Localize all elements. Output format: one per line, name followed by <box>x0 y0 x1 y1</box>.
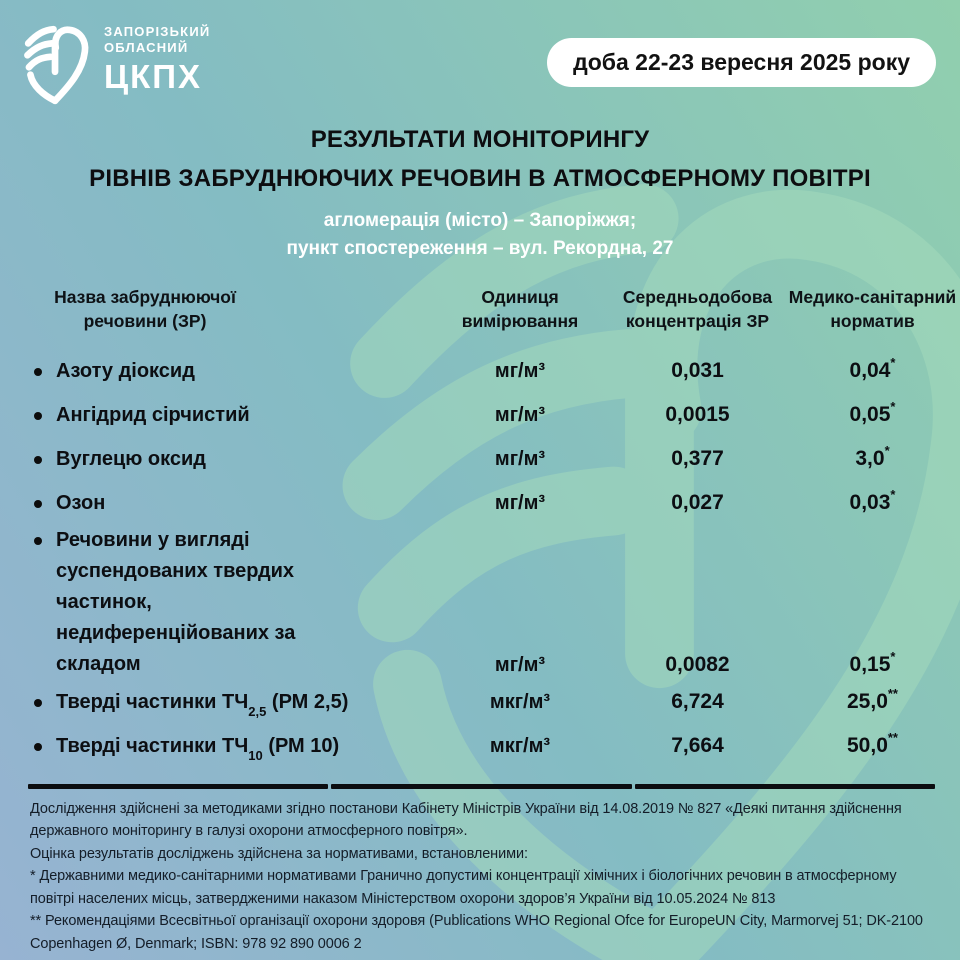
pollutant-name-cell: Тверді частинки ТЧ2,5 (РМ 2,5) <box>0 687 430 718</box>
table-row: Ангідрид сірчистий мг/м³ 0,0015 0,05* <box>0 393 960 437</box>
page-title: РЕЗУЛЬТАТИ МОНІТОРИНГУ РІВНІВ ЗАБРУДНЮЮЧ… <box>0 120 960 198</box>
norm-cell: 0,15* <box>849 649 896 676</box>
pollutant-name-line: Озон <box>56 491 106 514</box>
unit-cell: мг/м³ <box>494 447 546 470</box>
pollutant-name-cell: Ангідрид сірчистий <box>0 400 430 431</box>
subtitle-agglomeration: агломерація (місто) – Запоріжжя; <box>323 210 637 231</box>
norm-cell: 0,03* <box>849 487 896 514</box>
norm-cell: 0,05* <box>849 399 896 426</box>
table-row: Речовини у вигляді суспендованих твердих ч… <box>0 525 960 680</box>
org-name: ЗАПОРІЗЬКИЙ ОБЛАСНИЙ ЦКПХ <box>104 24 210 96</box>
column-header: Одиниця вимірювання <box>461 287 579 331</box>
pollutant-name-cell: Вуглецю оксид <box>0 444 430 475</box>
concentration-cell: 0,031 <box>671 359 724 382</box>
pollutant-name-cell: Азоту діоксид <box>0 356 430 387</box>
concentration-cell: 6,724 <box>671 690 724 713</box>
pollutant-name-line: Азоту діоксид <box>56 359 195 382</box>
concentration-cell: 7,664 <box>671 734 724 757</box>
pollutant-name-line: Тверді частинки ТЧ2,5 (РМ 2,5) <box>56 690 349 719</box>
unit-cell: мкг/м³ <box>489 734 551 757</box>
date-badge: доба 22-23 вересня 2025 року <box>547 38 936 87</box>
table-row: Тверді частинки ТЧ10 (РМ 10) мкг/м³ 7,664 5… <box>0 724 960 768</box>
bullet-icon <box>34 411 42 420</box>
divider-line <box>28 784 935 789</box>
subtitle-observation-point: пункт спостереження – вул. Рекордна, 27 <box>286 238 674 259</box>
column-header: Середньодобова концентрація ЗР <box>622 287 773 331</box>
unit-cell: мг/м³ <box>494 403 546 426</box>
divider-segment <box>28 784 329 789</box>
org-abbreviation: ЦКПХ <box>104 58 202 95</box>
pollutant-name-line: недиференційованих за <box>56 622 296 644</box>
top-bar: ЗАПОРІЗЬКИЙ ОБЛАСНИЙ ЦКПХ доба 22-23 вер… <box>0 0 960 106</box>
pollutant-name-line: Ангідрид сірчистий <box>56 403 250 426</box>
shield-heart-logo-icon <box>24 25 89 105</box>
bullet-icon <box>34 367 42 376</box>
column-header: Медико-санітарний норматив <box>788 287 957 331</box>
unit-cell: мкг/м³ <box>489 690 551 713</box>
bullet-icon <box>34 742 42 751</box>
norm-cell: 0,04* <box>849 355 896 382</box>
footnote: * Державними медико-санітарними норматив… <box>30 868 897 907</box>
footnote: Дослідження здійснені за методиками згід… <box>30 800 902 840</box>
bullet-icon <box>34 499 42 508</box>
pollutant-name-line: складом <box>56 653 141 675</box>
norm-cell: 25,0** <box>847 686 898 713</box>
pollutant-name-line: Речовини у вигляді <box>56 529 250 551</box>
unit-cell: мг/м³ <box>494 654 546 676</box>
concentration-cell: 0,377 <box>671 447 724 470</box>
table-row: Вуглецю оксид мг/м³ 0,377 3,0* <box>0 437 960 481</box>
table-header-row: Назва забруднюючої речовини (ЗР) Одиниця … <box>0 285 960 333</box>
pollutant-name-line: Тверді частинки ТЧ10 (РМ 10) <box>56 734 340 763</box>
bullet-icon <box>34 537 42 545</box>
pollutant-name-cell: Озон <box>0 488 430 519</box>
bullet-icon <box>34 698 42 707</box>
pollutant-name-line: частинок, <box>56 591 152 613</box>
norm-cell: 3,0* <box>855 443 890 470</box>
footnote: Оцінка результатів досліджень здійснена … <box>30 845 528 862</box>
column-header: Назва забруднюючої речовини (ЗР) <box>54 287 236 331</box>
table-body: Азоту діоксид мг/м³ 0,031 0,04* Ангідрид сір… <box>0 349 960 768</box>
divider-segment <box>634 784 935 789</box>
unit-cell: мг/м³ <box>494 491 546 514</box>
page-title-line2: РІВНІВ ЗАБРУДНЮЮЧИХ РЕЧОВИН В АТМОСФЕРНО… <box>89 165 871 192</box>
bullet-icon <box>34 455 42 464</box>
divider-segment <box>331 784 632 789</box>
table-row: Озон мг/м³ 0,027 0,03* <box>0 481 960 525</box>
org-name-line1: ЗАПОРІЗЬКИЙ <box>104 24 211 39</box>
pollutant-name-cell: Речовини у вигляді суспендованих твердих ч… <box>0 525 430 680</box>
footnotes: Дослідження здійснені за методиками згід… <box>30 798 934 956</box>
footnote: ** Рекомендаціями Всесвітньої організаці… <box>30 913 923 952</box>
unit-cell: мг/м³ <box>494 359 546 382</box>
table-row: Тверді частинки ТЧ2,5 (РМ 2,5) мкг/м³ 6,72… <box>0 680 960 724</box>
page-subtitle: агломерація (місто) – Запоріжжя; пункт с… <box>0 207 960 263</box>
table-row: Азоту діоксид мг/м³ 0,031 0,04* <box>0 349 960 393</box>
pollutant-name-line: суспендованих твердих <box>56 560 295 582</box>
page-title-line1: РЕЗУЛЬТАТИ МОНІТОРИНГУ <box>310 126 650 153</box>
org-logo: ЗАПОРІЗЬКИЙ ОБЛАСНИЙ ЦКПХ <box>20 24 210 106</box>
pollutant-name-cell: Тверді частинки ТЧ10 (РМ 10) <box>0 731 430 762</box>
concentration-cell: 0,027 <box>671 491 724 514</box>
concentration-cell: 0,0082 <box>665 653 730 676</box>
norm-cell: 50,0** <box>847 730 898 757</box>
pollutant-name-line: Вуглецю оксид <box>56 447 206 470</box>
org-name-line2: ОБЛАСНИЙ <box>104 40 189 55</box>
concentration-cell: 0,0015 <box>665 403 730 426</box>
